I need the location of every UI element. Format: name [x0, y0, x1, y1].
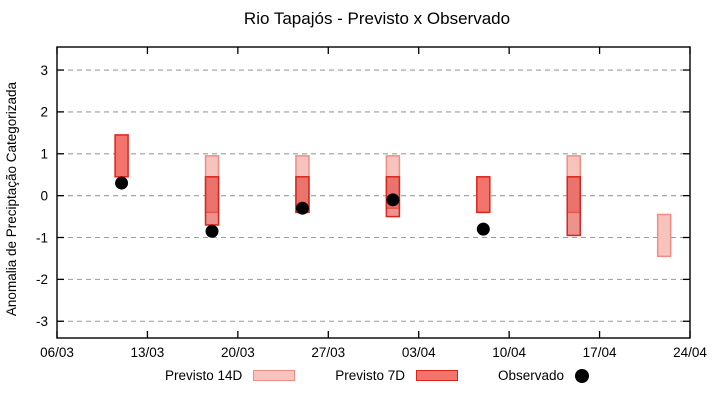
x-tick-label: 20/03: [221, 345, 255, 360]
x-tick-label: 27/03: [311, 345, 345, 360]
legend-observed-dot-icon: [575, 368, 590, 383]
observed-point: [115, 176, 129, 190]
legend: Previsto 14D Previsto 7D Observado: [34, 368, 720, 383]
legend-item-previsto-14d: Previsto 14D: [164, 368, 296, 383]
chart-title: Rio Tapajós - Previsto x Observado: [243, 9, 511, 28]
y-tick-label: -2: [36, 272, 48, 287]
y-tick-label: -3: [36, 314, 48, 329]
forecast-bar-7d: [204, 176, 220, 226]
forecast-bar-7d: [566, 176, 581, 237]
legend-swatch-previsto-7d-icon: [416, 370, 459, 381]
x-tick-label: 03/04: [402, 345, 436, 360]
observed-point: [295, 201, 309, 215]
y-tick-label: 2: [40, 105, 48, 120]
x-tick-label: 13/03: [131, 345, 165, 360]
legend-swatch-previsto-14d-icon: [253, 370, 296, 381]
x-tick-label: 17/04: [583, 345, 617, 360]
y-tick-label: 0: [40, 188, 48, 203]
legend-label-previsto-14d: Previsto 14D: [164, 368, 243, 383]
y-tick-label: -1: [36, 230, 48, 245]
x-tick-label: 06/03: [40, 345, 74, 360]
x-tick-label: 24/04: [673, 345, 707, 360]
y-tick-label: 1: [40, 147, 48, 162]
legend-item-observado: Observado: [498, 368, 590, 383]
legend-label-observado: Observado: [498, 368, 565, 383]
forecast-bar-7d: [114, 134, 129, 178]
forecast-bar-14d: [656, 213, 672, 258]
x-tick-label: 10/04: [492, 345, 526, 360]
observed-point: [476, 222, 490, 236]
plot-border: [56, 46, 691, 339]
observed-point: [386, 193, 400, 207]
y-tick-label: 3: [40, 63, 48, 78]
legend-label-previsto-7d: Previsto 7D: [335, 368, 406, 383]
forecast-bar-7d: [476, 176, 491, 214]
observed-point: [205, 224, 219, 238]
legend-item-previsto-7d: Previsto 7D: [335, 368, 459, 383]
